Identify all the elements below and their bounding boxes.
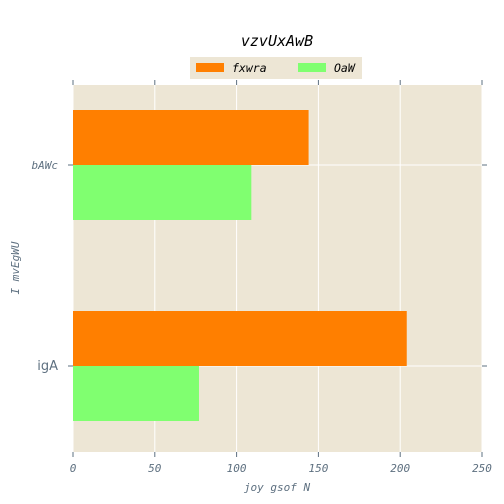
bar-fxwra-bawc (73, 110, 309, 165)
legend-label-fxwra: fxwra (232, 61, 267, 75)
x-tick-label: 0 (70, 462, 77, 475)
legend-label-oaw: OaW (334, 61, 356, 75)
legend-swatch-fxwra (196, 63, 224, 72)
x-tick-label: 200 (390, 462, 410, 475)
x-tick-label: 250 (472, 462, 492, 475)
x-tick-label: 100 (227, 462, 247, 475)
category-label-iga: igA (37, 359, 58, 374)
bar-fxwra-iga (73, 311, 407, 366)
chart-title: vzvUxAwB (241, 32, 313, 50)
bar-oaw-iga (73, 366, 199, 421)
legend-swatch-oaw (298, 63, 326, 72)
x-tick-label: 150 (308, 462, 328, 475)
bar-oaw-bawc (73, 165, 251, 220)
y-axis-label: I mvEgWU (9, 241, 22, 294)
x-axis-label: joy gsof N (244, 481, 311, 494)
x-tick-label: 50 (148, 462, 162, 475)
category-label-bawc: bAWc (32, 159, 59, 172)
legend: fxwra OaW (190, 57, 362, 79)
